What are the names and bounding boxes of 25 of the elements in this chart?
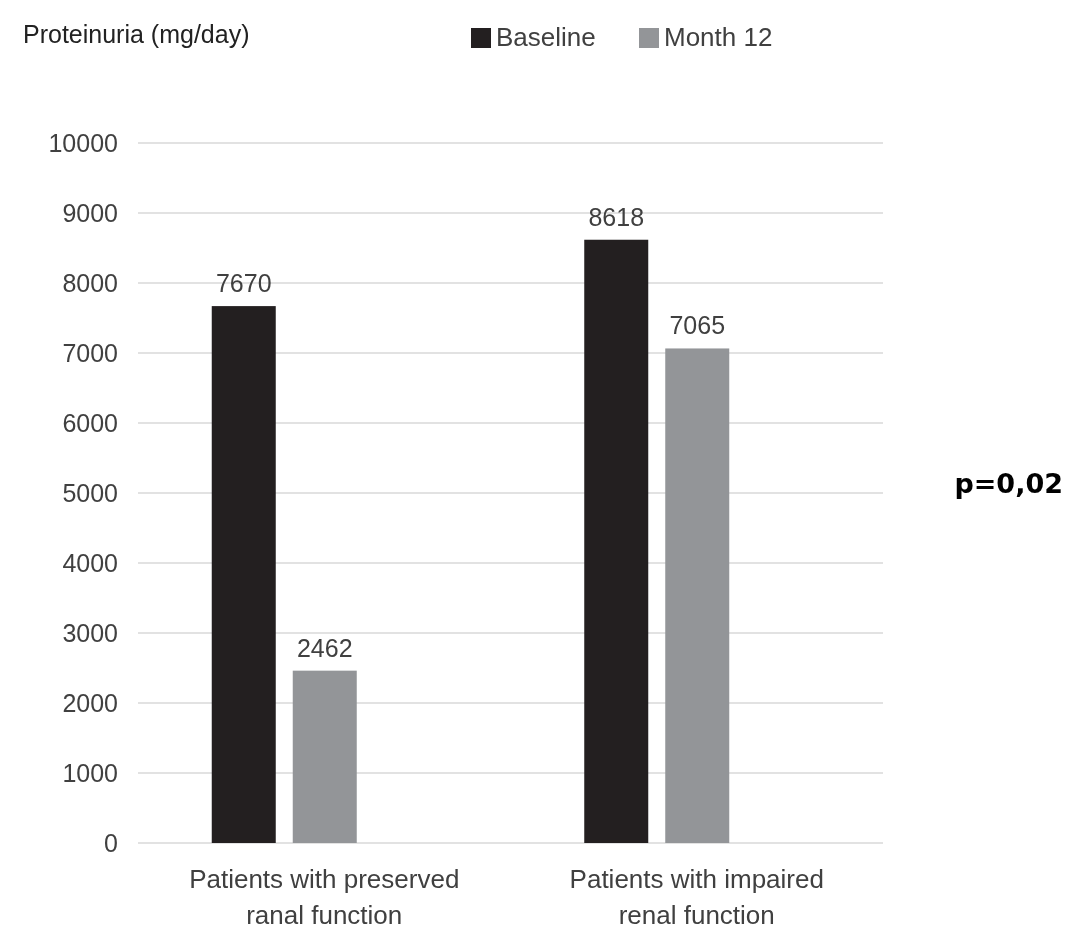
legend-label: Baseline [496, 22, 596, 52]
bar [665, 348, 730, 843]
y-tick-label: 2000 [62, 688, 118, 717]
data-label: 7670 [215, 269, 272, 298]
data-label: 8618 [588, 202, 645, 231]
bar [292, 670, 357, 843]
y-tick-label: 1000 [62, 758, 118, 787]
y-tick-label: 8000 [62, 268, 118, 297]
y-tick-label: 7000 [62, 338, 118, 367]
y-tick-label: 3000 [62, 618, 118, 647]
bar [211, 306, 276, 843]
y-tick-label: 10000 [48, 128, 118, 157]
legend-label: Month 12 [664, 22, 773, 52]
data-label: 7065 [669, 311, 726, 340]
y-axis-title: Proteinuria (mg/day) [23, 20, 250, 48]
y-tick-label: 0 [104, 828, 118, 857]
data-label: 2462 [296, 633, 353, 662]
bar [584, 239, 649, 843]
x-tick-label: Patients with preserved ranal function [189, 864, 460, 930]
y-tick-label: 9000 [62, 198, 118, 227]
x-tick-label: Patients with impaired renal function [569, 864, 824, 930]
y-tick-label: 5000 [62, 478, 118, 507]
text: p=0,02 [954, 468, 1063, 499]
y-tick-label: 6000 [62, 408, 118, 437]
y-tick-label: 4000 [62, 548, 118, 577]
